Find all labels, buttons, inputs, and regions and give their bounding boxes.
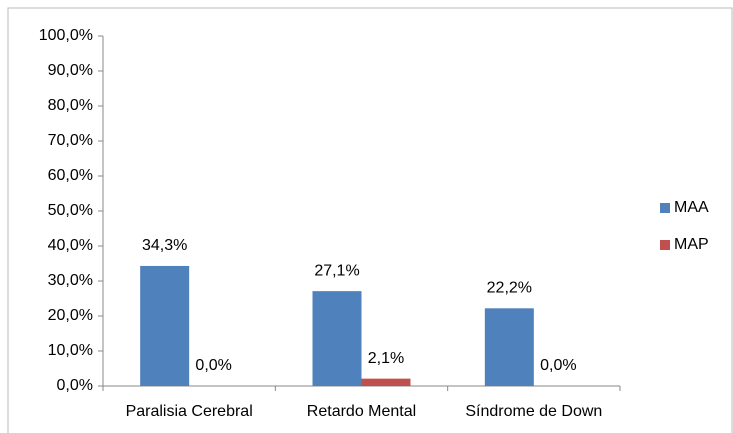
data-label: 22,2% (487, 280, 532, 297)
y-tick-label: 80,0% (48, 97, 93, 114)
data-label: 27,1% (314, 262, 359, 279)
y-tick-label: 40,0% (48, 237, 93, 254)
y-tick-label: 30,0% (48, 272, 93, 289)
y-tick-label: 50,0% (48, 202, 93, 219)
bar (484, 308, 534, 386)
data-label: 0,0% (540, 357, 576, 374)
bar (361, 378, 411, 386)
data-label: 2,1% (368, 350, 404, 367)
y-tick-label: 60,0% (48, 167, 93, 184)
data-label: 0,0% (195, 357, 231, 374)
y-tick-label: 100,0% (39, 27, 93, 44)
data-label: 34,3% (142, 237, 187, 254)
y-tick-label: 90,0% (48, 62, 93, 79)
legend-label: MAA (674, 199, 709, 216)
legend-swatch (660, 240, 670, 250)
legend-swatch (660, 203, 670, 213)
y-tick-label: 0,0% (57, 377, 93, 394)
x-tick-label: Síndrome de Down (465, 403, 602, 420)
y-tick-label: 10,0% (48, 342, 93, 359)
x-tick-label: Retardo Mental (307, 403, 416, 420)
legend-label: MAP (674, 236, 709, 253)
y-tick-label: 20,0% (48, 307, 93, 324)
x-tick-label: Paralisia Cerebral (126, 403, 253, 420)
chart-border (7, 7, 733, 433)
bar (140, 265, 190, 386)
bar (312, 291, 362, 386)
y-tick-label: 70,0% (48, 132, 93, 149)
